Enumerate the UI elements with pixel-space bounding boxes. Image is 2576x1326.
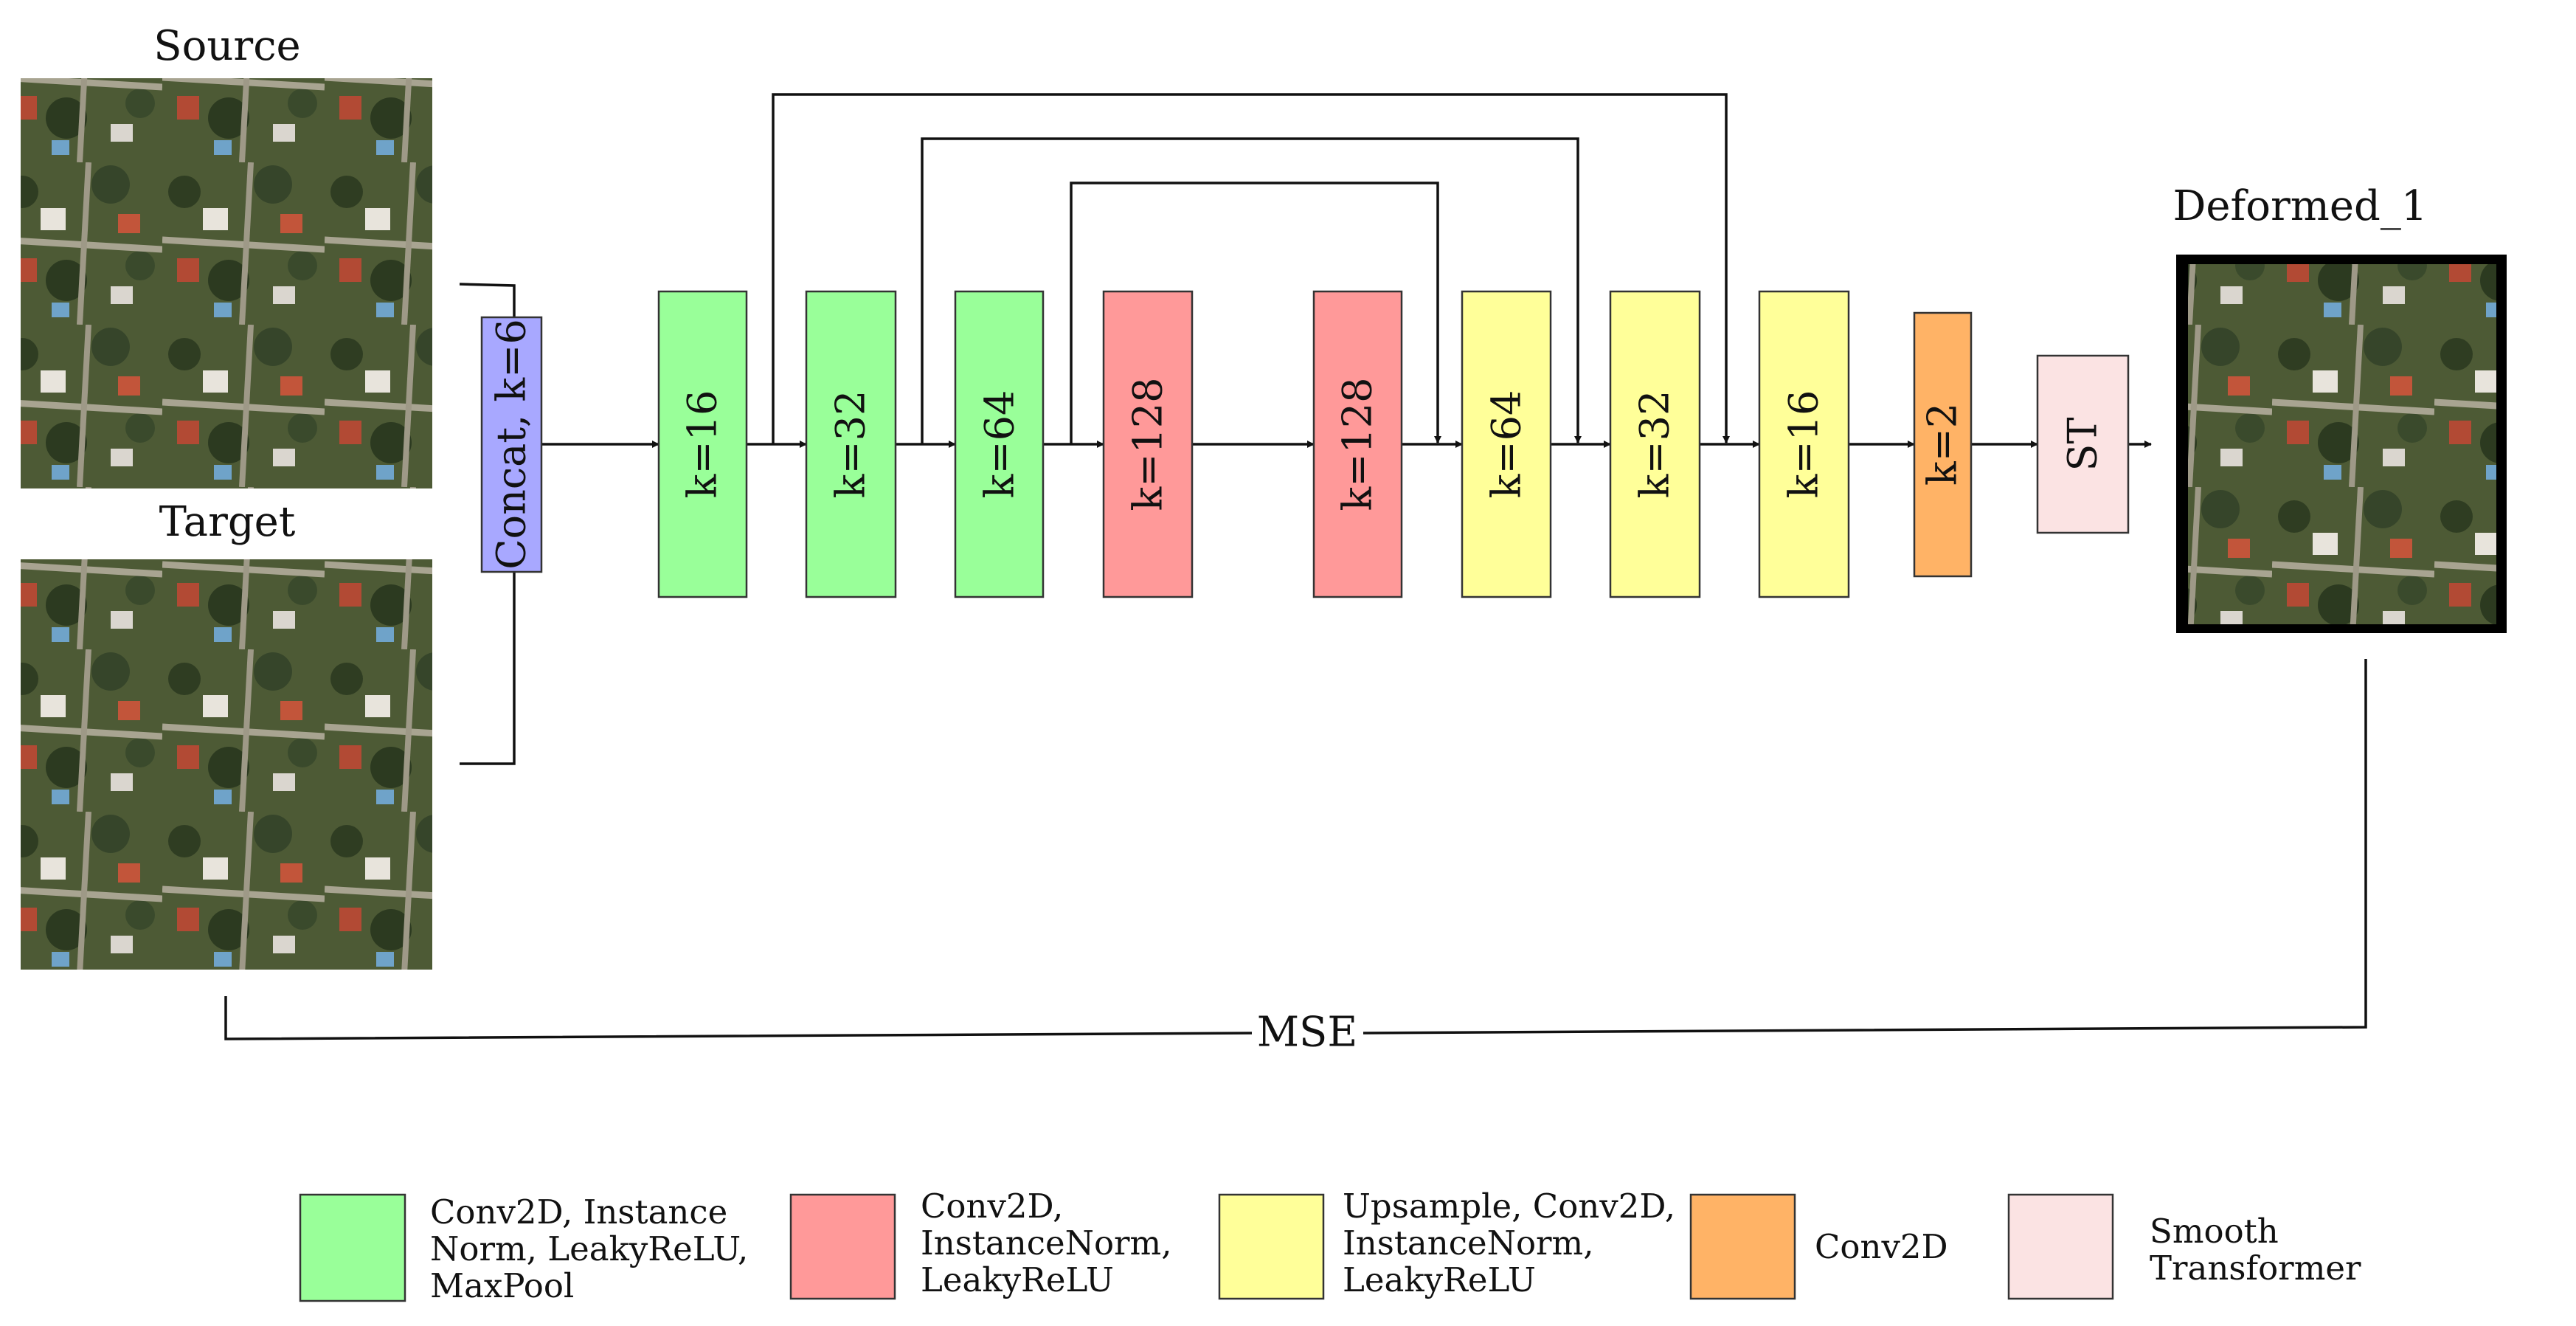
encoder-block-64	[954, 290, 1045, 598]
encoder-block-32	[805, 290, 897, 598]
encoder-block-16-label: k=16	[679, 390, 726, 499]
bottleneck-block-1-label: k=128	[1125, 377, 1171, 511]
legend-text-decoder-line-1: Upsample, Conv2D,	[1343, 1187, 1675, 1226]
legend-text-conv: Conv2D	[1815, 1227, 1948, 1266]
legend-text-encoder-line-3: MaxPool	[430, 1266, 574, 1305]
decoder-block-16-label: k=16	[1781, 390, 1827, 499]
legend-swatch-bottleneck	[789, 1193, 896, 1300]
legend-text-transformer-line-2: Transformer	[2150, 1249, 2361, 1288]
conv-block-label: k=2	[1919, 403, 1966, 486]
legend-swatch-decoder	[1218, 1193, 1325, 1300]
deformed-image-content	[2188, 264, 2496, 624]
legend-text-bottleneck-line-1: Conv2D,	[921, 1187, 1063, 1226]
target-image	[21, 559, 432, 970]
deformed-label: Deformed_1	[2173, 182, 2428, 230]
decoder-block-32-label: k=32	[1632, 390, 1678, 499]
mse-loss-line-right	[1363, 659, 2367, 1035]
legend-text-encoder: Conv2D, Instance Norm, LeakyReLU, MaxPoo…	[430, 1192, 759, 1305]
skip-connection-64	[1070, 182, 1441, 444]
legend-text-bottleneck: Conv2D, InstanceNorm, LeakyReLU	[921, 1187, 1183, 1299]
legend-text-transformer-line-1: Smooth	[2150, 1212, 2279, 1251]
source-label: Source	[153, 22, 300, 70]
mse-loss-line-left	[224, 996, 1253, 1040]
concat-block	[480, 316, 543, 573]
legend-swatch-conv	[1689, 1193, 1796, 1300]
conv-block	[1913, 311, 1973, 578]
legend: Conv2D, Instance Norm, LeakyReLU, MaxPoo…	[299, 1187, 2361, 1305]
transformer-block	[2036, 354, 2130, 534]
skip-connection-32	[921, 137, 1582, 444]
legend-text-decoder-line-3: LeakyReLU	[1343, 1260, 1536, 1299]
bottleneck-block-2	[1312, 290, 1403, 598]
legend-text-conv-line-1: Conv2D	[1815, 1227, 1948, 1266]
legend-swatch-transformer	[2007, 1193, 2114, 1300]
mse-loss-label: MSE	[1257, 1009, 1358, 1057]
concat-block-label: Concat, k=6	[488, 319, 535, 569]
legend-text-transformer: Smooth Transformer	[2150, 1212, 2361, 1288]
decoder-block-32	[1609, 290, 1701, 598]
decoder-block-64	[1461, 290, 1552, 598]
encoder-block-32-label: k=32	[828, 390, 874, 499]
legend-text-bottleneck-line-3: LeakyReLU	[921, 1260, 1114, 1299]
decoder-block-64-label: k=64	[1483, 390, 1530, 499]
bottleneck-block-2-label: k=128	[1334, 377, 1381, 511]
skip-connection-16	[772, 93, 1730, 444]
transformer-block-label: ST	[2060, 417, 2106, 471]
encoder-block-16	[657, 290, 748, 598]
legend-text-decoder-line-2: InstanceNorm,	[1343, 1223, 1594, 1263]
legend-text-encoder-line-2: Norm, LeakyReLU,	[430, 1229, 748, 1268]
legend-text-bottleneck-line-2: InstanceNorm,	[921, 1223, 1172, 1263]
legend-swatch-encoder	[299, 1193, 406, 1302]
legend-text-encoder-line-1: Conv2D, Instance	[430, 1192, 727, 1232]
bottleneck-block-1	[1102, 290, 1194, 598]
legend-text-decoder: Upsample, Conv2D, InstanceNorm, LeakyReL…	[1343, 1187, 1686, 1299]
decoder-block-16	[1758, 290, 1850, 598]
target-label: Target	[159, 498, 296, 546]
source-image	[21, 78, 432, 488]
encoder-block-64-label: k=64	[977, 390, 1023, 499]
